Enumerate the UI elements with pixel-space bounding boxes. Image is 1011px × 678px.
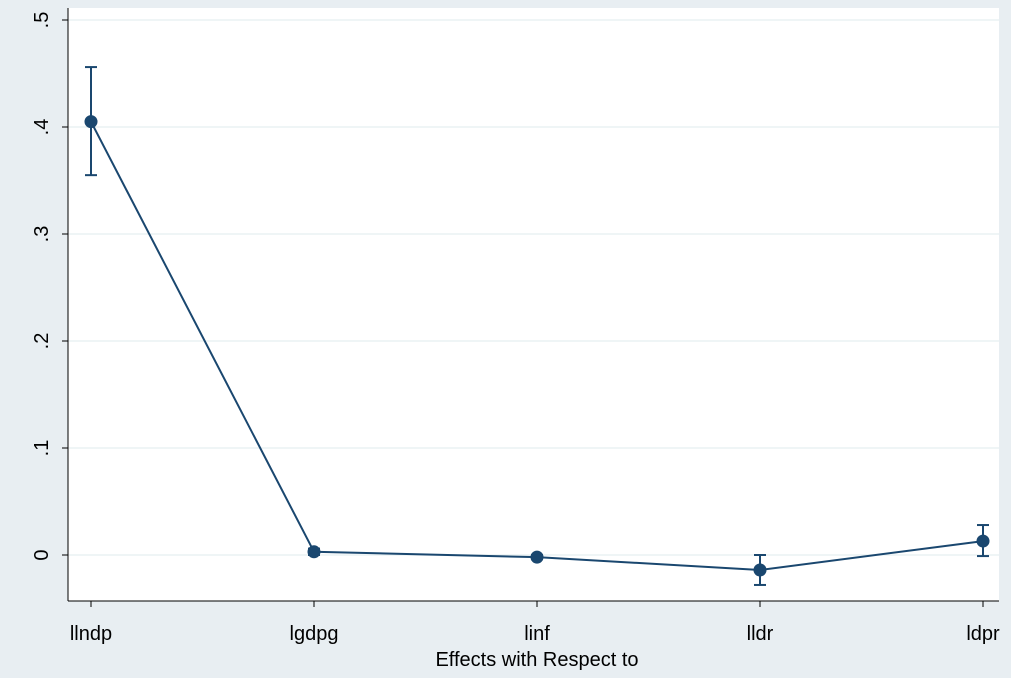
x-tick-label: lgdpg xyxy=(290,623,339,645)
data-point xyxy=(976,534,990,548)
x-tick-label: lldr xyxy=(747,623,774,645)
data-series xyxy=(84,66,990,586)
gridlines xyxy=(68,19,999,556)
axes: 0 .1 .2 .3 .4 .5 llndp lgdpg linf lldr ldpr xyxy=(31,8,1000,645)
y-tick-label: .4 xyxy=(31,119,53,136)
y-tick-label: .1 xyxy=(31,440,53,457)
x-tick-label: linf xyxy=(524,623,550,645)
x-tick-label: ldpr xyxy=(966,623,1000,645)
y-tick-label: 0 xyxy=(31,549,53,560)
plot-area xyxy=(68,8,999,601)
y-tick-label: .5 xyxy=(31,12,53,29)
data-point xyxy=(753,563,767,577)
y-tick-label: .2 xyxy=(31,333,53,350)
y-tick-label: .3 xyxy=(31,226,53,243)
x-tick-label: llndp xyxy=(70,623,112,645)
x-axis-title: Effects with Respect to xyxy=(435,649,638,671)
data-point xyxy=(307,545,321,559)
data-point xyxy=(530,550,544,564)
data-point xyxy=(84,115,98,129)
